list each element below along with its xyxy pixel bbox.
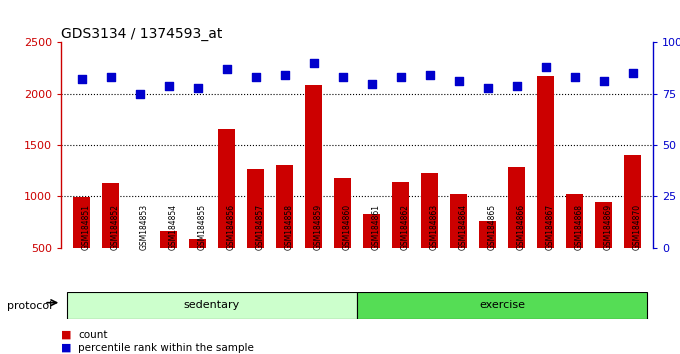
Text: GSM184868: GSM184868	[575, 204, 583, 250]
Text: GSM184865: GSM184865	[488, 204, 496, 250]
Text: GSM184861: GSM184861	[371, 204, 381, 250]
Point	[221, 66, 232, 72]
Text: GSM184859: GSM184859	[313, 204, 322, 250]
Point	[453, 79, 464, 84]
Bar	[73, 198, 90, 248]
Bar	[566, 194, 583, 248]
Text: GSM184864: GSM184864	[458, 204, 468, 250]
Text: GSM184863: GSM184863	[430, 204, 439, 250]
Bar	[508, 167, 525, 248]
Bar	[305, 85, 322, 248]
Text: GSM184867: GSM184867	[545, 204, 554, 250]
Text: protocol: protocol	[7, 301, 52, 311]
Bar	[595, 202, 612, 248]
Text: GDS3134 / 1374593_at: GDS3134 / 1374593_at	[61, 28, 222, 41]
Text: GSM184855: GSM184855	[197, 204, 207, 250]
Point	[134, 91, 145, 97]
Text: GSM184853: GSM184853	[139, 204, 148, 250]
Text: GSM184860: GSM184860	[343, 204, 352, 250]
Text: percentile rank within the sample: percentile rank within the sample	[78, 343, 254, 353]
Text: count: count	[78, 330, 107, 339]
Bar	[537, 76, 554, 248]
Point	[192, 85, 203, 91]
Point	[540, 64, 551, 70]
Bar	[421, 173, 438, 248]
Bar	[624, 155, 641, 248]
Text: GSM184857: GSM184857	[256, 204, 265, 250]
Text: ■: ■	[61, 343, 71, 353]
Point	[105, 75, 116, 80]
Bar	[189, 239, 206, 248]
Bar	[218, 129, 235, 248]
Bar	[160, 232, 177, 248]
Bar	[392, 182, 409, 248]
Bar	[334, 178, 351, 248]
Point	[511, 83, 522, 88]
Point	[163, 83, 174, 88]
Bar	[276, 165, 293, 248]
Text: GSM184851: GSM184851	[82, 204, 90, 250]
Bar	[67, 292, 357, 319]
Text: GSM184854: GSM184854	[169, 204, 177, 250]
Bar	[102, 183, 119, 248]
Point	[366, 81, 377, 86]
Point	[395, 75, 406, 80]
Bar	[357, 292, 647, 319]
Point	[482, 85, 493, 91]
Bar	[363, 214, 380, 248]
Bar	[449, 194, 467, 248]
Point	[424, 73, 435, 78]
Text: GSM184869: GSM184869	[604, 204, 613, 250]
Point	[627, 70, 638, 76]
Text: GSM184862: GSM184862	[401, 204, 409, 250]
Text: sedentary: sedentary	[184, 300, 240, 310]
Text: GSM184866: GSM184866	[517, 204, 526, 250]
Text: GSM184870: GSM184870	[632, 204, 641, 250]
Bar	[247, 169, 265, 248]
Point	[569, 75, 580, 80]
Text: ■: ■	[61, 330, 71, 339]
Point	[76, 76, 87, 82]
Text: GSM184856: GSM184856	[226, 204, 235, 250]
Point	[250, 75, 261, 80]
Point	[308, 60, 319, 66]
Point	[279, 73, 290, 78]
Bar	[479, 221, 496, 248]
Text: exercise: exercise	[479, 300, 525, 310]
Point	[337, 75, 348, 80]
Point	[598, 79, 609, 84]
Text: GSM184858: GSM184858	[284, 204, 294, 250]
Text: GSM184852: GSM184852	[110, 204, 120, 250]
